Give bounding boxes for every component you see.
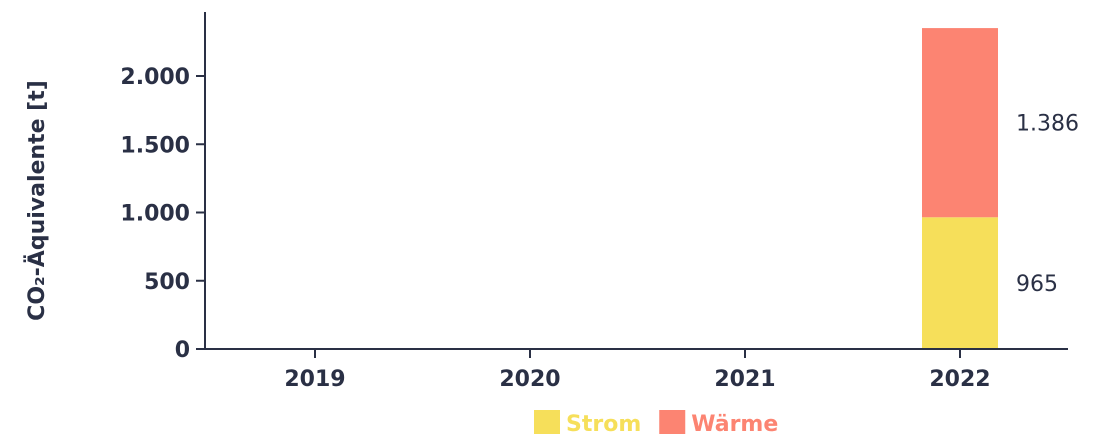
x-tick-label: 2021 [714,367,775,392]
y-tick-label: 0 [175,338,190,363]
bar-w-rme[interactable] [922,28,998,218]
y-tick-label: 1.000 [120,202,190,227]
axes: 0 500 1.000 1.500 2.000 2019 2020 2021 2022 [120,12,1068,392]
x-tick-label: 2019 [284,367,345,392]
x-tick-label: 2022 [929,367,990,392]
legend-swatch [534,410,560,434]
x-tick-label: 2020 [499,367,560,392]
plot-area: 965 1.386 [922,28,1079,349]
data-label: 965 [1016,272,1058,297]
legend-label[interactable]: Wärme [691,412,778,437]
bar-strom[interactable] [922,217,998,349]
data-label: 1.386 [1016,112,1079,137]
y-axis-title: CO₂-Äquivalente [t] [24,80,50,321]
y-tick-label: 1.500 [120,133,190,158]
y-tick-label: 2.000 [120,65,190,90]
legend: Strom Wärme [534,410,778,437]
y-tick-label: 500 [144,270,190,295]
legend-label[interactable]: Strom [566,412,641,437]
legend-swatch [659,410,686,434]
